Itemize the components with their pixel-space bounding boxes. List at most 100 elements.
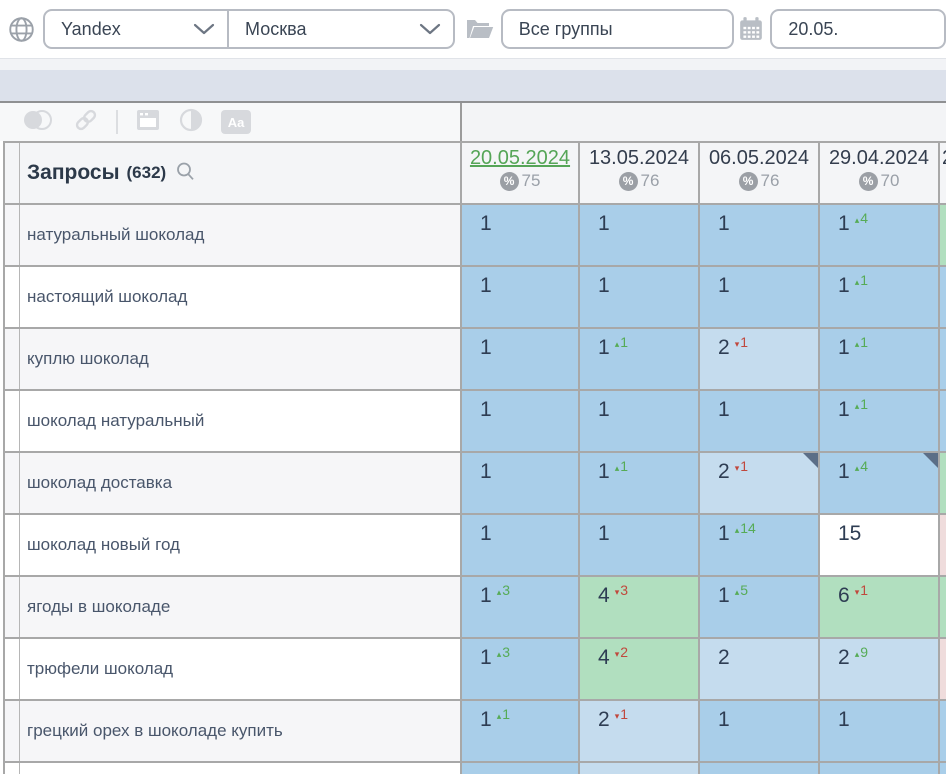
region-select[interactable]: Москва <box>229 11 453 47</box>
keyword-cell[interactable]: шоколад доставка <box>5 453 460 513</box>
position-cell[interactable]: 1 <box>580 515 698 575</box>
position-cell[interactable] <box>700 763 818 774</box>
position-cell[interactable]: 1 ▴3 <box>462 639 578 699</box>
column-date[interactable]: 20.05.2024 <box>469 147 571 169</box>
position-cell[interactable]: 4 ▾2 <box>580 639 698 699</box>
column-date[interactable]: 06.05.2024 <box>708 147 810 169</box>
position-cell[interactable]: 4 ▾3 <box>580 577 698 637</box>
position-value: 1 <box>480 646 492 669</box>
position-cell[interactable] <box>940 329 946 389</box>
position-cell[interactable] <box>462 763 578 774</box>
keyword-cell[interactable]: ягоды в шоколаде <box>5 577 460 637</box>
position-cell[interactable]: 2 ▾1 <box>580 701 698 761</box>
window-icon[interactable] <box>135 108 161 137</box>
column-date[interactable]: 13.05.2024 <box>588 147 690 169</box>
row-gutter[interactable] <box>5 763 20 774</box>
keyword-cell[interactable]: грецкий орех в шоколаде купить <box>5 701 460 761</box>
position-cell[interactable]: 1 ▴1 <box>820 267 938 327</box>
position-cell[interactable]: 1 ▴1 <box>580 453 698 513</box>
position-cell[interactable]: 1 <box>820 701 938 761</box>
row-gutter[interactable] <box>5 453 20 513</box>
position-cell[interactable]: 2 ▾1 <box>700 329 818 389</box>
position-cell[interactable]: 1 <box>462 391 578 451</box>
position-cell[interactable]: 2 <box>700 639 818 699</box>
position-cell[interactable]: 2 ▴9 <box>820 639 938 699</box>
table-row <box>5 763 946 774</box>
position-cell[interactable]: 6 ▾1 <box>820 577 938 637</box>
position-cell[interactable]: 1 ▴1 <box>580 329 698 389</box>
position-cell[interactable]: 1 ▴1 <box>462 701 578 761</box>
position-cell[interactable] <box>940 205 946 265</box>
position-cell[interactable]: 1 <box>462 267 578 327</box>
contrast-icon[interactable] <box>178 107 204 138</box>
position-cell[interactable]: 1 <box>700 205 818 265</box>
position-cell[interactable]: 1 ▴3 <box>462 577 578 637</box>
position-cell[interactable]: 2 ▾1 <box>700 453 818 513</box>
row-gutter[interactable] <box>5 639 20 699</box>
row-gutter[interactable] <box>5 267 20 327</box>
link-icon[interactable] <box>73 107 99 138</box>
position-cell[interactable] <box>940 391 946 451</box>
keyword-cell[interactable]: шоколад новый год <box>5 515 460 575</box>
date-select[interactable]: 20.05. <box>770 9 946 49</box>
position-value: 1 <box>838 336 850 359</box>
row-gutter[interactable] <box>5 515 20 575</box>
keyword-cell[interactable]: куплю шоколад <box>5 329 460 389</box>
row-gutter[interactable] <box>5 577 20 637</box>
position-cell[interactable]: 1 <box>580 205 698 265</box>
position-cell[interactable]: 1 <box>700 391 818 451</box>
font-size-icon[interactable]: Aa <box>221 110 251 134</box>
date-column-header[interactable]: 2 <box>940 143 946 203</box>
position-cell[interactable] <box>940 639 946 699</box>
column-date[interactable]: 29.04.2024 <box>828 147 930 169</box>
search-icon[interactable] <box>175 161 196 187</box>
row-gutter[interactable] <box>5 391 20 451</box>
position-cell[interactable]: 1 <box>462 515 578 575</box>
position-cell[interactable]: 15 <box>820 515 938 575</box>
keyword-cell[interactable] <box>5 763 460 774</box>
overlap-circles-icon[interactable] <box>22 108 56 137</box>
position-cell[interactable] <box>940 763 946 774</box>
visibility-value: 70 <box>880 171 900 190</box>
row-gutter[interactable] <box>5 143 20 203</box>
position-cell[interactable]: 1 <box>700 701 818 761</box>
position-cell[interactable]: 1 <box>580 391 698 451</box>
keyword-cell[interactable]: трюфели шоколад <box>5 639 460 699</box>
keyword-cell[interactable]: шоколад натуральный <box>5 391 460 451</box>
position-cell[interactable]: 1 ▴1 <box>820 329 938 389</box>
row-gutter[interactable] <box>5 205 20 265</box>
column-date[interactable]: 2 <box>942 147 946 170</box>
visibility-value: 76 <box>640 171 660 190</box>
search-engine-select[interactable]: Yandex <box>45 11 227 47</box>
group-filter-select[interactable]: Все группы <box>500 9 735 49</box>
position-cell[interactable]: 1 <box>462 205 578 265</box>
position-cell[interactable] <box>940 453 946 513</box>
calendar-icon[interactable] <box>738 16 764 42</box>
position-cell[interactable] <box>580 763 698 774</box>
date-column-header[interactable]: 13.05.2024% 76 <box>580 143 698 203</box>
position-cell[interactable]: 1 ▴4 <box>820 453 938 513</box>
date-column-header[interactable]: 06.05.2024% 76 <box>700 143 818 203</box>
position-cell[interactable]: 1 <box>580 267 698 327</box>
date-column-header[interactable]: 20.05.2024% 75 <box>462 143 578 203</box>
position-cell[interactable]: 1 ▴14 <box>700 515 818 575</box>
position-cell[interactable]: 1 <box>462 329 578 389</box>
position-cell[interactable] <box>940 577 946 637</box>
position-cell[interactable]: 1 <box>462 453 578 513</box>
keyword-cell[interactable]: настоящий шоколад <box>5 267 460 327</box>
position-cell[interactable]: 1 ▴1 <box>820 391 938 451</box>
triangle-down-icon: ▾ <box>614 587 620 597</box>
position-cell[interactable] <box>940 267 946 327</box>
row-gutter[interactable] <box>5 329 20 389</box>
position-cell[interactable] <box>940 701 946 761</box>
date-column-header[interactable]: 29.04.2024% 70 <box>820 143 938 203</box>
keyword-cell[interactable]: натуральный шоколад <box>5 205 460 265</box>
folder-icon[interactable] <box>465 17 495 41</box>
position-value: 1 <box>480 460 492 483</box>
position-cell[interactable]: 1 <box>700 267 818 327</box>
position-cell[interactable] <box>940 515 946 575</box>
position-cell[interactable]: 1 ▴4 <box>820 205 938 265</box>
row-gutter[interactable] <box>5 701 20 761</box>
position-cell[interactable]: 1 ▴5 <box>700 577 818 637</box>
position-cell[interactable] <box>820 763 938 774</box>
